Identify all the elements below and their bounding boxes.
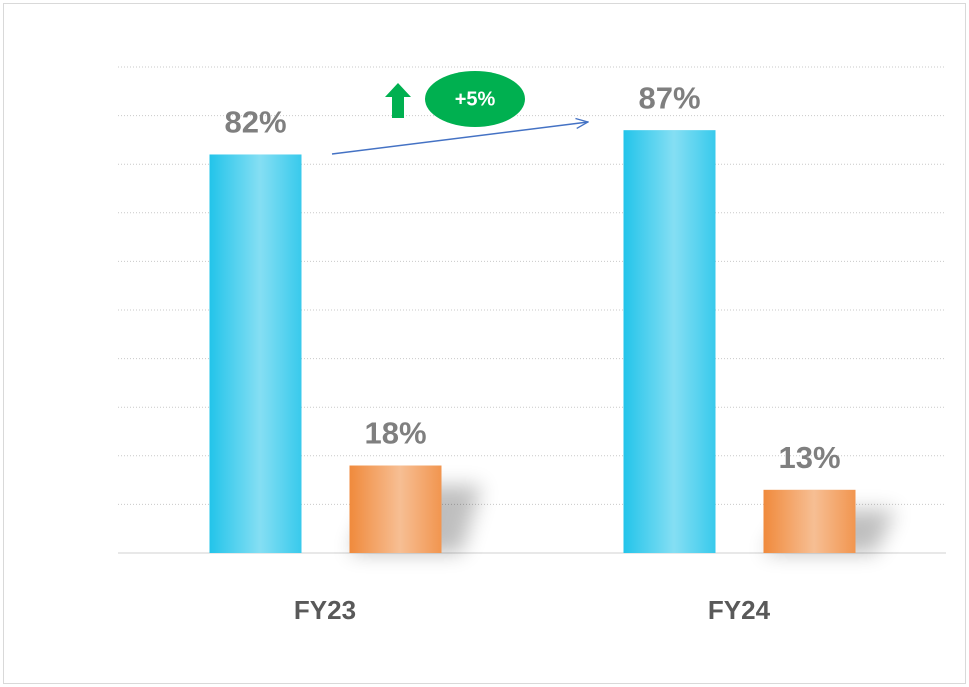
up-arrow — [385, 83, 411, 118]
trend-arrow — [331, 122, 588, 155]
plot-area: FY23 82% 18% FY24 87% 13% — [118, 66, 946, 625]
bar-highlight — [349, 465, 442, 553]
x-tick-label: FY24 — [708, 595, 771, 625]
change-badge — [425, 71, 525, 127]
value-label: 13% — [778, 440, 840, 475]
x-tick-label: FY23 — [294, 595, 356, 625]
value-label: 87% — [638, 80, 700, 115]
value-label: 18% — [364, 416, 426, 451]
bar-highlight — [623, 130, 716, 553]
value-label: 82% — [224, 105, 286, 140]
bar-highlight — [209, 154, 302, 554]
change-label: +5% — [455, 88, 496, 110]
bar-highlight — [763, 489, 856, 553]
